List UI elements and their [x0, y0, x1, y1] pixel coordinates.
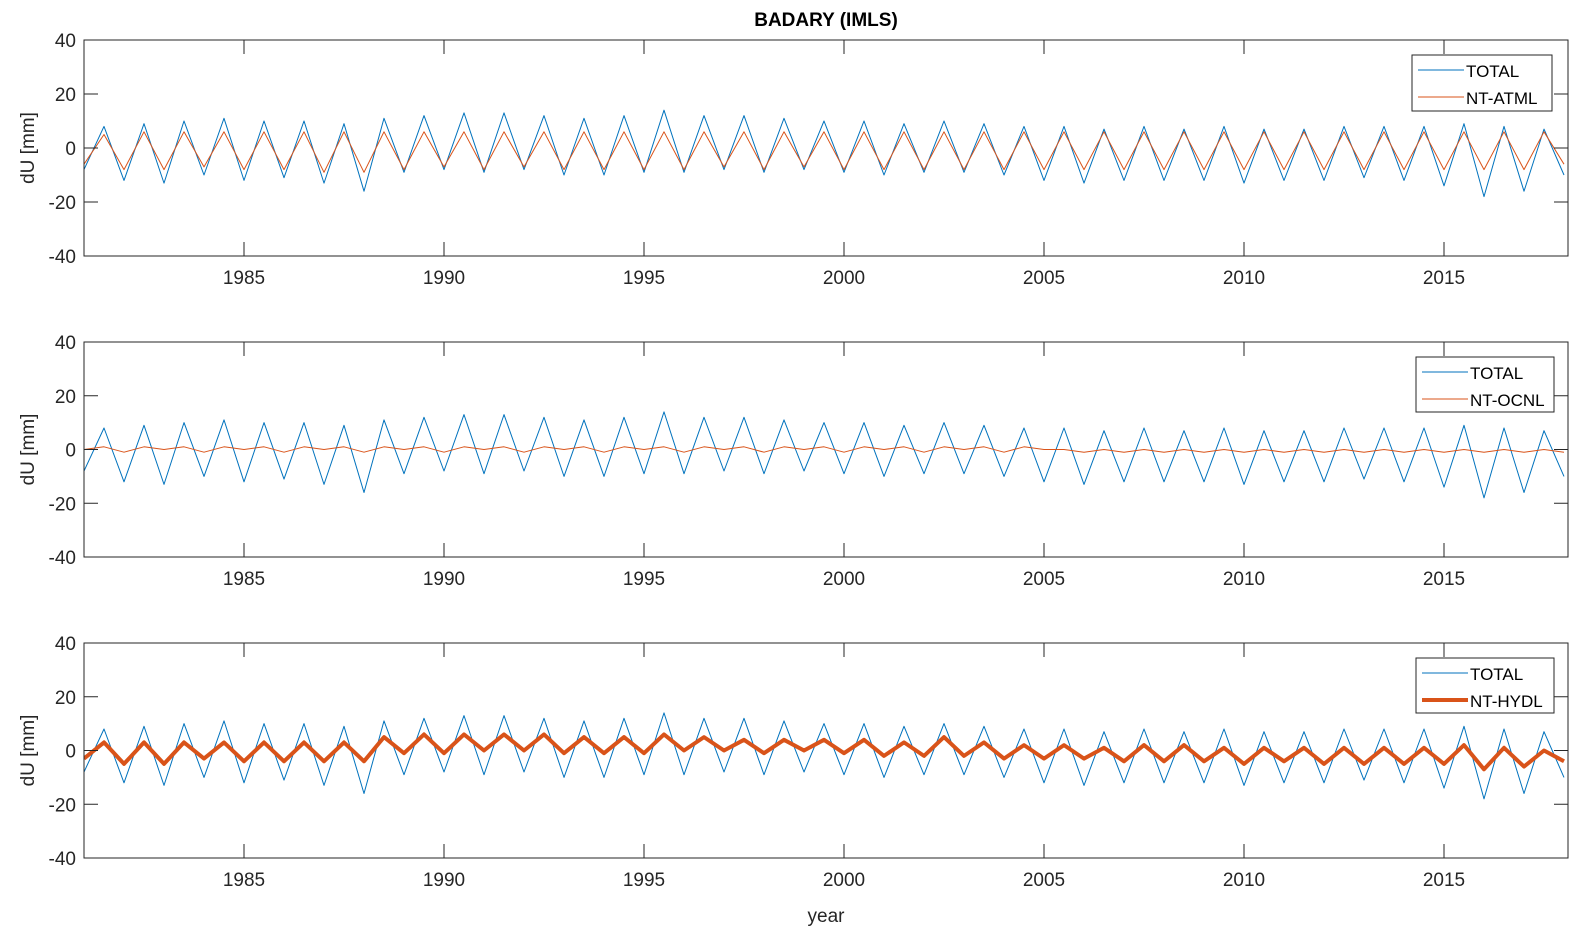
y-tick-label: 0 — [65, 742, 76, 763]
y-tick-label: -20 — [49, 193, 76, 214]
y-tick-label: -40 — [49, 849, 76, 870]
x-tick-label: 2000 — [823, 268, 865, 289]
series-group — [84, 712, 1565, 800]
series-line-nt-hydl — [84, 732, 1565, 772]
chart-panel-2: 1985 1990 1995 2000 2005 2010 2015 -40 -20 0 20 40 d… — [18, 333, 1569, 590]
legend-label-total: TOTAL — [1470, 665, 1523, 684]
x-tick-label: 2010 — [1223, 569, 1265, 590]
y-tick-label: 40 — [55, 31, 76, 52]
legend-label-total: TOTAL — [1470, 364, 1523, 383]
x-tick-label: 2000 — [823, 870, 865, 891]
x-tick-label: 1985 — [223, 569, 265, 590]
y-axis-label: dU [mm] — [18, 715, 39, 787]
legend: TOTAL NT-ATML — [1411, 54, 1553, 112]
x-tick-label: 1985 — [223, 268, 265, 289]
series-group — [84, 411, 1565, 499]
y-tick-label: 0 — [65, 441, 76, 462]
axes-box — [83, 39, 1569, 257]
x-tick-label: 1995 — [623, 268, 665, 289]
x-tick-label: 1995 — [623, 569, 665, 590]
series-group — [84, 109, 1565, 198]
x-tick-label: 2005 — [1023, 870, 1065, 891]
legend-label-nt-atml: NT-ATML — [1466, 89, 1537, 108]
y-axis-label: dU [mm] — [18, 414, 39, 486]
figure-title: BADARY (IMLS) — [754, 10, 898, 31]
legend-box — [1415, 356, 1555, 413]
x-tick-label: 1995 — [623, 870, 665, 891]
y-tick-label: 20 — [55, 85, 76, 106]
legend-label-nt-hydl: NT-HYDL — [1470, 692, 1543, 711]
y-tick-label: -40 — [49, 247, 76, 268]
x-tick-label: 1990 — [423, 268, 465, 289]
x-tick-label: 1990 — [423, 870, 465, 891]
series-line-total — [84, 411, 1565, 499]
x-tick-label: 1990 — [423, 569, 465, 590]
legend: TOTAL NT-OCNL — [1415, 356, 1555, 413]
legend: TOTAL NT-HYDL — [1415, 657, 1555, 714]
y-tick-label: 40 — [55, 333, 76, 354]
x-tick-label: 2015 — [1423, 870, 1465, 891]
x-tick-label: 2010 — [1223, 870, 1265, 891]
y-tick-label: 0 — [65, 139, 76, 160]
x-tick-label: 2005 — [1023, 569, 1065, 590]
figure-x-axis-label: year — [808, 906, 846, 927]
series-line-nt-atml — [84, 131, 1565, 173]
y-axis-label: dU [mm] — [18, 112, 39, 184]
x-tick-label: 1985 — [223, 870, 265, 891]
y-tick-label: -40 — [49, 548, 76, 569]
legend-label-total: TOTAL — [1466, 62, 1519, 81]
y-tick-label: -20 — [49, 494, 76, 515]
x-tick-label: 2015 — [1423, 268, 1465, 289]
legend-label-nt-ocnl: NT-OCNL — [1470, 391, 1545, 410]
x-tick-label: 2015 — [1423, 569, 1465, 590]
y-tick-label: 20 — [55, 688, 76, 709]
series-line-nt-ocnl — [84, 446, 1565, 453]
y-tick-label: 20 — [55, 387, 76, 408]
chart-panel-1: 1985 1990 1995 2000 2005 2010 2015 -40 -20 0 20 40 d… — [18, 31, 1569, 289]
legend-box — [1415, 657, 1555, 714]
y-tick-label: -20 — [49, 795, 76, 816]
series-line-total — [84, 109, 1565, 198]
x-tick-label: 2005 — [1023, 268, 1065, 289]
chart-panel-3: 1985 1990 1995 2000 2005 2010 2015 -40 -20 0 20 40 d… — [18, 634, 1569, 891]
series-line-total — [84, 712, 1565, 800]
legend-box — [1411, 54, 1553, 112]
x-tick-label: 2010 — [1223, 268, 1265, 289]
y-tick-label: 40 — [55, 634, 76, 655]
x-tick-label: 2000 — [823, 569, 865, 590]
